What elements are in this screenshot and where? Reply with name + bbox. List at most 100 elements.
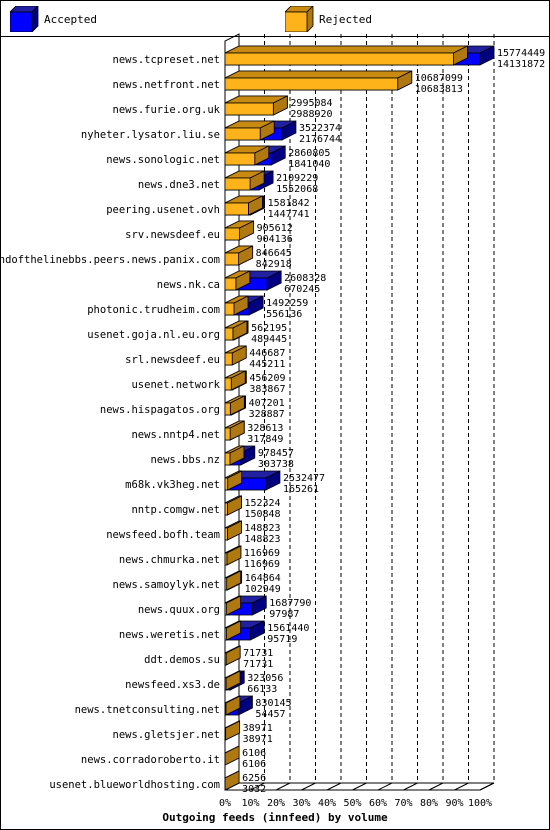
- value-label-accepted: 10687099: [415, 73, 463, 84]
- value-label-rejected: 66133: [247, 684, 277, 695]
- bar-rejected-top: [224, 70, 412, 79]
- x-tick-mark: [428, 782, 444, 791]
- x-tick-label: 70%: [394, 798, 412, 809]
- value-label-accepted: 323056: [247, 673, 283, 684]
- x-tick-label: 20%: [267, 798, 285, 809]
- bar-rejected-side: [224, 745, 240, 766]
- category-label: srl.newsdeef.eu: [125, 354, 220, 366]
- value-label-rejected: 3032: [242, 784, 266, 795]
- x-tick-mark: [377, 782, 393, 791]
- bar-rejected-front: [224, 327, 234, 341]
- value-label-accepted: 152324: [244, 498, 280, 509]
- x-tick-label: 50%: [343, 798, 361, 809]
- bar-rejected-front: [224, 627, 227, 641]
- bar-rejected-front: [224, 577, 228, 591]
- category-label: news.sonologic.net: [106, 154, 220, 166]
- value-label-rejected: 116969: [244, 559, 280, 570]
- value-label-rejected: 2176744: [299, 134, 341, 145]
- value-label-accepted: 3522374: [299, 123, 341, 134]
- x-tick-label: 90%: [445, 798, 463, 809]
- bar-rejected-front: [224, 227, 241, 241]
- value-label-rejected: 489445: [251, 334, 287, 345]
- category-label: news.chmurka.net: [119, 554, 220, 566]
- value-label-rejected: 904136: [257, 234, 293, 245]
- category-label: news.bbs.nz: [150, 454, 220, 466]
- x-tick-mark: [275, 782, 291, 791]
- value-label-rejected: 148823: [244, 534, 280, 545]
- value-label-rejected: 102949: [245, 584, 281, 595]
- value-label-rejected: 328887: [249, 409, 285, 420]
- value-label-accepted: 15774449: [497, 48, 545, 59]
- category-label: news.gletsjer.net: [113, 729, 220, 741]
- bar-rejected-front: [224, 252, 240, 266]
- value-label-accepted: 1581842: [268, 198, 310, 209]
- value-label-rejected: 6106: [242, 759, 266, 770]
- value-label-rejected: 1552068: [276, 184, 318, 195]
- value-label-accepted: 71731: [243, 648, 273, 659]
- category-label: news.tnetconsulting.net: [75, 704, 220, 716]
- value-label-rejected: 317849: [247, 434, 283, 445]
- value-label-rejected: 71731: [243, 659, 273, 670]
- bar-rejected-front: [224, 402, 231, 416]
- bar-rejected-front: [224, 502, 228, 516]
- bar-rejected-front: [224, 702, 227, 716]
- x-tick-label: 40%: [318, 798, 336, 809]
- x-tick-label: 10%: [241, 798, 259, 809]
- value-label-rejected: 95719: [267, 634, 297, 645]
- category-label: srv.newsdeef.eu: [125, 229, 220, 241]
- bar-rejected-front: [224, 52, 454, 66]
- value-label-accepted: 562195: [251, 323, 287, 334]
- x-tick-mark: [403, 782, 418, 791]
- value-label-accepted: 2109229: [276, 173, 318, 184]
- bar-rejected-front: [224, 152, 256, 166]
- category-label: news.netfront.net: [113, 79, 220, 91]
- value-label-accepted: 2860805: [288, 148, 330, 159]
- category-label: nntp.comgw.net: [131, 504, 220, 516]
- value-label-accepted: 407201: [249, 398, 285, 409]
- bar-rejected-front: [224, 677, 227, 691]
- value-label-rejected: 54457: [255, 709, 285, 720]
- legend-divider: [1, 36, 549, 37]
- bar-rejected-front: [224, 477, 229, 491]
- value-label-rejected: 10683813: [415, 84, 463, 95]
- value-label-rejected: 150848: [244, 509, 280, 520]
- category-label: photonic.trudheim.com: [87, 304, 220, 316]
- bar-rejected-front: [224, 127, 261, 141]
- value-label-accepted: 2995084: [290, 98, 332, 109]
- value-label-accepted: 456209: [249, 373, 285, 384]
- value-label-accepted: 6106: [242, 748, 266, 759]
- value-label-rejected: 670245: [284, 284, 320, 295]
- x-tick-label: 60%: [369, 798, 387, 809]
- category-label: usenet.blueworldhosting.com: [49, 779, 220, 791]
- x-tick-label: 30%: [292, 798, 310, 809]
- value-label-rejected: 445211: [249, 359, 285, 370]
- category-label: news.hispagatos.org: [100, 404, 220, 416]
- value-label-accepted: 1687790: [269, 598, 311, 609]
- bar-rejected-front: [224, 352, 233, 366]
- x-tick-mark: [479, 782, 495, 791]
- category-label: news.nk.ca: [157, 279, 220, 291]
- value-label-rejected: 1841040: [288, 159, 330, 170]
- bar-rejected-front: [224, 727, 227, 741]
- value-label-rejected: 842918: [256, 259, 292, 270]
- value-label-accepted: 2532477: [283, 473, 325, 484]
- value-label-accepted: 148823: [244, 523, 280, 534]
- category-label: news.tcpreset.net: [113, 54, 220, 66]
- value-label-accepted: 1561440: [267, 623, 309, 634]
- value-label-accepted: 446687: [249, 348, 285, 359]
- value-label-rejected: 556136: [266, 309, 302, 320]
- value-label-accepted: 846645: [256, 248, 292, 259]
- value-label-accepted: 6256: [242, 773, 266, 784]
- bar-rejected-front: [224, 452, 231, 466]
- category-label: ddt.demos.su: [144, 654, 220, 666]
- x-tick-mark: [454, 782, 469, 791]
- value-label-rejected: 14131872: [497, 59, 545, 70]
- bar-rejected-front: [224, 527, 228, 541]
- bar-rejected-top: [224, 45, 468, 54]
- value-label-accepted: 905612: [257, 223, 293, 234]
- bar-rejected-front: [224, 427, 231, 441]
- bar-rejected-front: [224, 102, 274, 116]
- category-label: usenet.goja.nl.eu.org: [87, 329, 220, 341]
- value-label-accepted: 2608328: [284, 273, 326, 284]
